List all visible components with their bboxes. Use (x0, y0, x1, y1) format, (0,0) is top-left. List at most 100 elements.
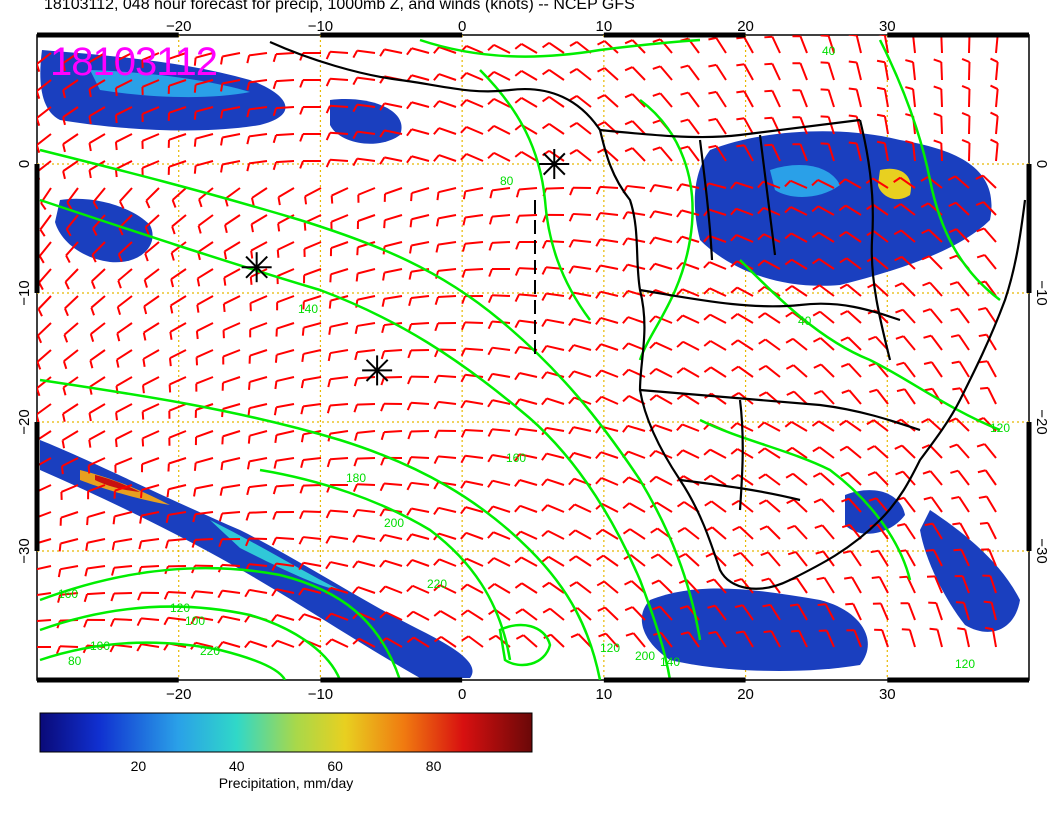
wind-barb (168, 430, 187, 446)
wind-barb (380, 349, 403, 360)
wind-barb (595, 212, 619, 221)
wind-barb (649, 367, 673, 378)
wind-barb (598, 632, 619, 648)
wind-barb (514, 479, 538, 488)
wind-barb (194, 430, 214, 446)
wind-barb (921, 228, 943, 243)
wind-barb (514, 372, 538, 381)
high-pressure-marker (362, 355, 393, 386)
wind-barb (325, 509, 349, 519)
wind-barb (896, 388, 916, 405)
wind-barb (299, 132, 322, 142)
wind-barb (37, 619, 52, 623)
wind-barb (55, 645, 79, 655)
wind-barb (622, 424, 646, 433)
wind-barb (37, 592, 52, 597)
wind-barb (980, 386, 997, 405)
wind-barb (786, 390, 808, 405)
wind-barb (248, 376, 268, 390)
wind-barb (325, 612, 349, 621)
wind-barb (990, 57, 999, 81)
wind-barb (274, 430, 295, 444)
wind-barb (622, 528, 646, 540)
wind-barb (841, 497, 862, 513)
wind-barb (839, 283, 862, 297)
wind-barb (595, 477, 619, 486)
wind-barb (597, 94, 619, 108)
wind-barb (976, 227, 997, 243)
wind-barb (436, 187, 457, 201)
wind-barb (143, 295, 160, 315)
wind-barb (676, 340, 700, 351)
wind-barb (37, 538, 52, 545)
wind-barb (168, 349, 187, 367)
wind-barb (136, 643, 160, 652)
wind-barb (514, 582, 538, 594)
wind-barb (460, 531, 484, 540)
wind-barb (300, 403, 322, 415)
wind-barb (541, 530, 565, 540)
wind-barb (163, 616, 187, 626)
wind-barb (487, 125, 511, 135)
wind-barb (38, 241, 52, 264)
wind-barb (272, 106, 295, 117)
wind-barb (730, 339, 754, 351)
wind-barb (352, 508, 376, 518)
wind-barb (245, 511, 268, 521)
wind-barb (787, 524, 808, 540)
wind-barb (676, 209, 700, 218)
wind-barb (244, 588, 268, 598)
wind-barb (596, 580, 619, 594)
wind-barb (622, 316, 646, 324)
wind-barb (325, 131, 349, 141)
frame-ticks (34, 32, 1032, 683)
wind-barb (460, 609, 484, 621)
wind-barb (757, 421, 781, 432)
wind-barb (649, 262, 673, 271)
contour-label: 180 (346, 471, 366, 485)
wind-barb (114, 79, 133, 97)
wind-barb (271, 562, 295, 571)
wind-barb (143, 268, 160, 288)
wind-barb (948, 228, 970, 243)
wind-barb (933, 112, 943, 135)
lon-tick-label-bottom: −10 (308, 686, 333, 703)
wind-barb (352, 103, 376, 113)
wind-barb (460, 583, 484, 594)
wind-barb (406, 559, 430, 567)
wind-barb (434, 636, 457, 648)
wind-barb (298, 561, 322, 571)
wind-barb (541, 555, 565, 567)
wind-barb (245, 537, 268, 547)
wind-barb (489, 187, 511, 199)
high-pressure-marker (539, 149, 570, 179)
wind-barb (114, 430, 133, 448)
wind-barb (731, 365, 754, 378)
wind-barb (326, 403, 349, 414)
wind-barb (406, 101, 430, 110)
wind-barb (141, 160, 160, 177)
wind-barb (784, 420, 808, 432)
wind-barb (145, 187, 160, 209)
wind-barb (652, 605, 673, 621)
wind-barb (326, 457, 349, 468)
wind-barb (811, 420, 835, 432)
lat-tick-label-right: 0 (1033, 160, 1050, 168)
wind-barb (730, 422, 754, 432)
wind-barb (650, 553, 673, 567)
wind-barb (676, 393, 700, 405)
wind-barb (325, 638, 349, 648)
wind-barb (169, 295, 187, 314)
wind-barb (353, 457, 376, 467)
wind-barb (406, 584, 430, 594)
wind-barb (87, 457, 106, 474)
wind-barb (514, 427, 538, 437)
wind-barb (924, 522, 943, 540)
wind-barb (141, 52, 160, 69)
wind-barb (979, 360, 997, 378)
wind-barb (220, 133, 241, 146)
wind-barb (817, 603, 835, 621)
wind-barb (354, 322, 376, 334)
wind-barb (784, 232, 808, 243)
wind-barb (814, 524, 835, 540)
